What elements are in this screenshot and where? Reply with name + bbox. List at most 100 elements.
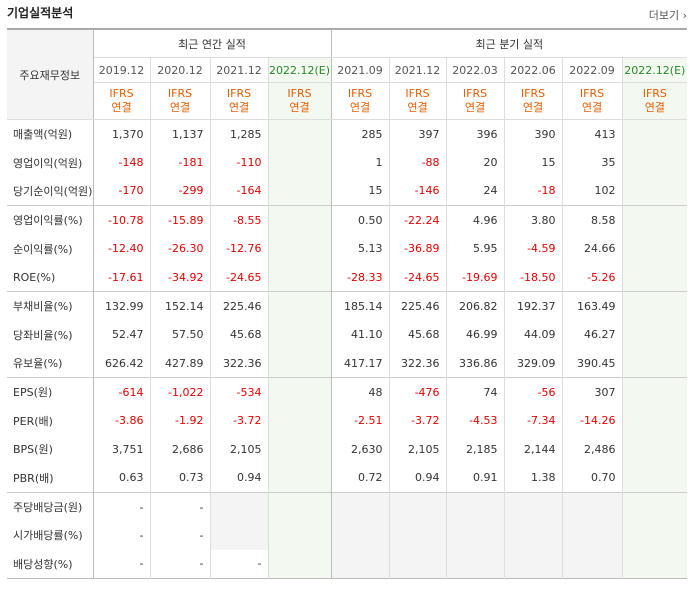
value-cell: 390.45 [561,349,623,378]
value-cell: 206.82 [445,291,505,321]
value-cell [267,491,332,522]
row-label: 유보율(%) [7,349,94,378]
value-cell [621,349,688,378]
value-cell: 52.47 [112,328,144,342]
basis-consolidated: 연결 [169,101,191,114]
value-cell: 396 [445,119,505,149]
value-cell [503,549,563,579]
value-cell: 2,630 [330,435,390,464]
value-cell [621,205,688,235]
value-cell: 2,105 [209,435,268,464]
value-cell: 132.99 [93,291,150,321]
period-header: 2022.06 [503,57,563,83]
value-cell [621,320,688,349]
table-row: 부채비율(%) 132.99 152.14 225.46 185.14 225.46 206… [7,291,688,321]
value-cell [267,521,332,550]
value-cell: - [209,549,268,579]
label-header: 주요재무정보 [7,29,94,120]
basis-ifrs: IFRS [347,87,373,100]
period-header: 2021.12 [209,57,268,83]
basis-ifrs: IFRS [287,87,312,100]
basis-header: IFRS 연결 [93,82,150,120]
value-cell [621,262,688,292]
value-cell [267,377,332,407]
basis-header: IFRS 연결 [388,82,447,120]
value-cell: - [139,528,144,542]
basis-consolidated: 연결 [407,101,428,114]
value-cell: 2,185 [445,435,505,464]
more-link[interactable]: 더보기 › [649,7,687,23]
value-cell: -3.86 [115,414,144,428]
section-title: 기업실적분석 [7,6,74,20]
value-cell: 45.68 [388,320,447,349]
value-cell [267,463,332,493]
value-cell: -614 [93,377,150,407]
period-header: 2022.09 [561,57,623,83]
value-cell: -3.72 [388,406,447,436]
value-cell: -28.33 [330,262,390,292]
value-cell: 225.46 [388,291,447,321]
value-cell: -534 [209,377,268,407]
value-cell: -110 [209,148,268,177]
value-cell: 322.36 [388,349,447,378]
value-cell: 0.63 [119,471,144,485]
value-cell: 0.50 [330,205,390,235]
basis-consolidated: 연결 [111,101,132,114]
value-cell [330,491,390,522]
value-cell: -10.78 [93,205,150,235]
basis-header: IFRS 연결 [561,82,623,120]
value-cell: -2.51 [330,406,390,436]
table-row: 배당성향(%) - - - [7,549,688,579]
value-cell: -1.92 [149,406,210,436]
row-label: 주당배당금(원) [7,491,94,522]
value-cell: 0.91 [445,463,505,493]
basis-consolidated: 연결 [349,101,371,114]
basis-consolidated: 연결 [522,101,544,114]
value-cell [621,119,688,149]
value-cell: -56 [503,377,563,407]
row-label: PBR(배) [7,463,94,493]
value-cell [267,549,332,579]
value-cell [561,491,623,522]
table-row: 영업이익률(%) -10.78 -15.89 -8.55 0.50 -22.24 4.96 3… [7,205,688,235]
value-cell [267,234,332,263]
value-cell [388,491,447,522]
value-cell: 1,370 [112,127,144,141]
value-cell: 3.80 [503,205,563,235]
value-cell: 413 [561,119,623,149]
basis-header: IFRS 연결 [267,82,332,120]
table-row: 시가배당률(%) - - [7,521,688,550]
value-cell: -17.61 [108,270,144,284]
value-cell: 225.46 [209,291,268,321]
value-cell: 1.38 [503,463,563,493]
value-cell: 74 [445,377,505,407]
row-label: BPS(원) [7,435,94,464]
value-cell [621,463,688,493]
value-cell: -476 [388,377,447,407]
value-cell: -12.40 [108,242,144,256]
value-cell: -18 [503,176,563,206]
value-cell: -26.30 [149,234,210,263]
value-cell [621,491,688,522]
value-cell: -4.59 [503,234,563,263]
value-cell: 8.58 [561,205,623,235]
value-cell: - [139,557,144,571]
value-cell: 152.14 [149,291,210,321]
value-cell: 4.96 [445,205,505,235]
value-cell: 3,751 [112,442,144,456]
period-header: 2022.03 [445,57,505,83]
value-cell: 0.70 [561,463,623,493]
value-cell: -24.65 [209,262,268,292]
value-cell: 57.50 [149,320,210,349]
basis-header: IFRS 연결 [209,82,268,120]
value-cell: 185.14 [330,291,390,321]
table-row: 유보율(%) 626.42 427.89 322.36 417.17 322.36 336.… [7,349,688,378]
value-cell: -19.69 [445,262,505,292]
value-cell: 0.72 [330,463,390,493]
basis-consolidated: 연결 [228,101,250,114]
value-cell: 46.99 [445,320,505,349]
chevron-right-icon: › [679,9,687,22]
value-cell: 322.36 [209,349,268,378]
value-cell: 329.09 [503,349,563,378]
basis-header: IFRS 연결 [445,82,505,120]
